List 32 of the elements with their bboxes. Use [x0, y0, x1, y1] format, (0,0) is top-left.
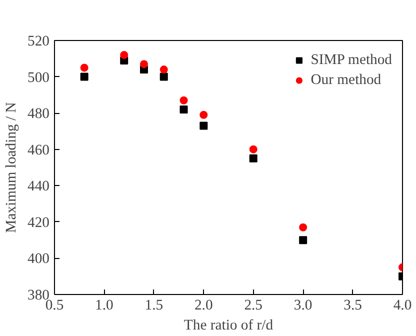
point [160, 66, 168, 74]
point [140, 60, 148, 68]
point [180, 105, 188, 114]
point [160, 72, 168, 81]
legend-label: Our method [310, 72, 382, 88]
point [200, 110, 208, 119]
x-tick-label: 2.0 [194, 298, 213, 314]
y-tick-label: 440 [28, 178, 50, 195]
x-axis-title: The ratio of r/d [184, 318, 274, 334]
y-tick-label: 420 [28, 214, 50, 231]
x-tick-label: 3.0 [294, 298, 312, 314]
point [299, 236, 308, 244]
y-tick-label: 460 [28, 142, 50, 158]
x-tick-label: 3.5 [344, 298, 362, 314]
legend-label: SIMP method [310, 52, 392, 68]
x-tick-label: 1.5 [144, 298, 164, 314]
y-axis-title: Maximum loading / N [4, 102, 20, 233]
point [80, 72, 88, 81]
x-tick-label: 4.0 [393, 298, 412, 314]
point [180, 96, 188, 104]
point [80, 64, 88, 72]
y-tick-label: 520 [28, 34, 50, 50]
y-tick-label: 480 [28, 106, 50, 122]
y-tick-label: 500 [28, 70, 50, 86]
point [249, 145, 258, 154]
x-tick-label: 1.0 [95, 298, 114, 314]
point [120, 51, 128, 60]
point [200, 122, 208, 130]
x-tick-label: 2.5 [244, 298, 263, 314]
point [249, 154, 258, 162]
point [299, 223, 308, 232]
y-tick-label: 400 [28, 251, 50, 268]
